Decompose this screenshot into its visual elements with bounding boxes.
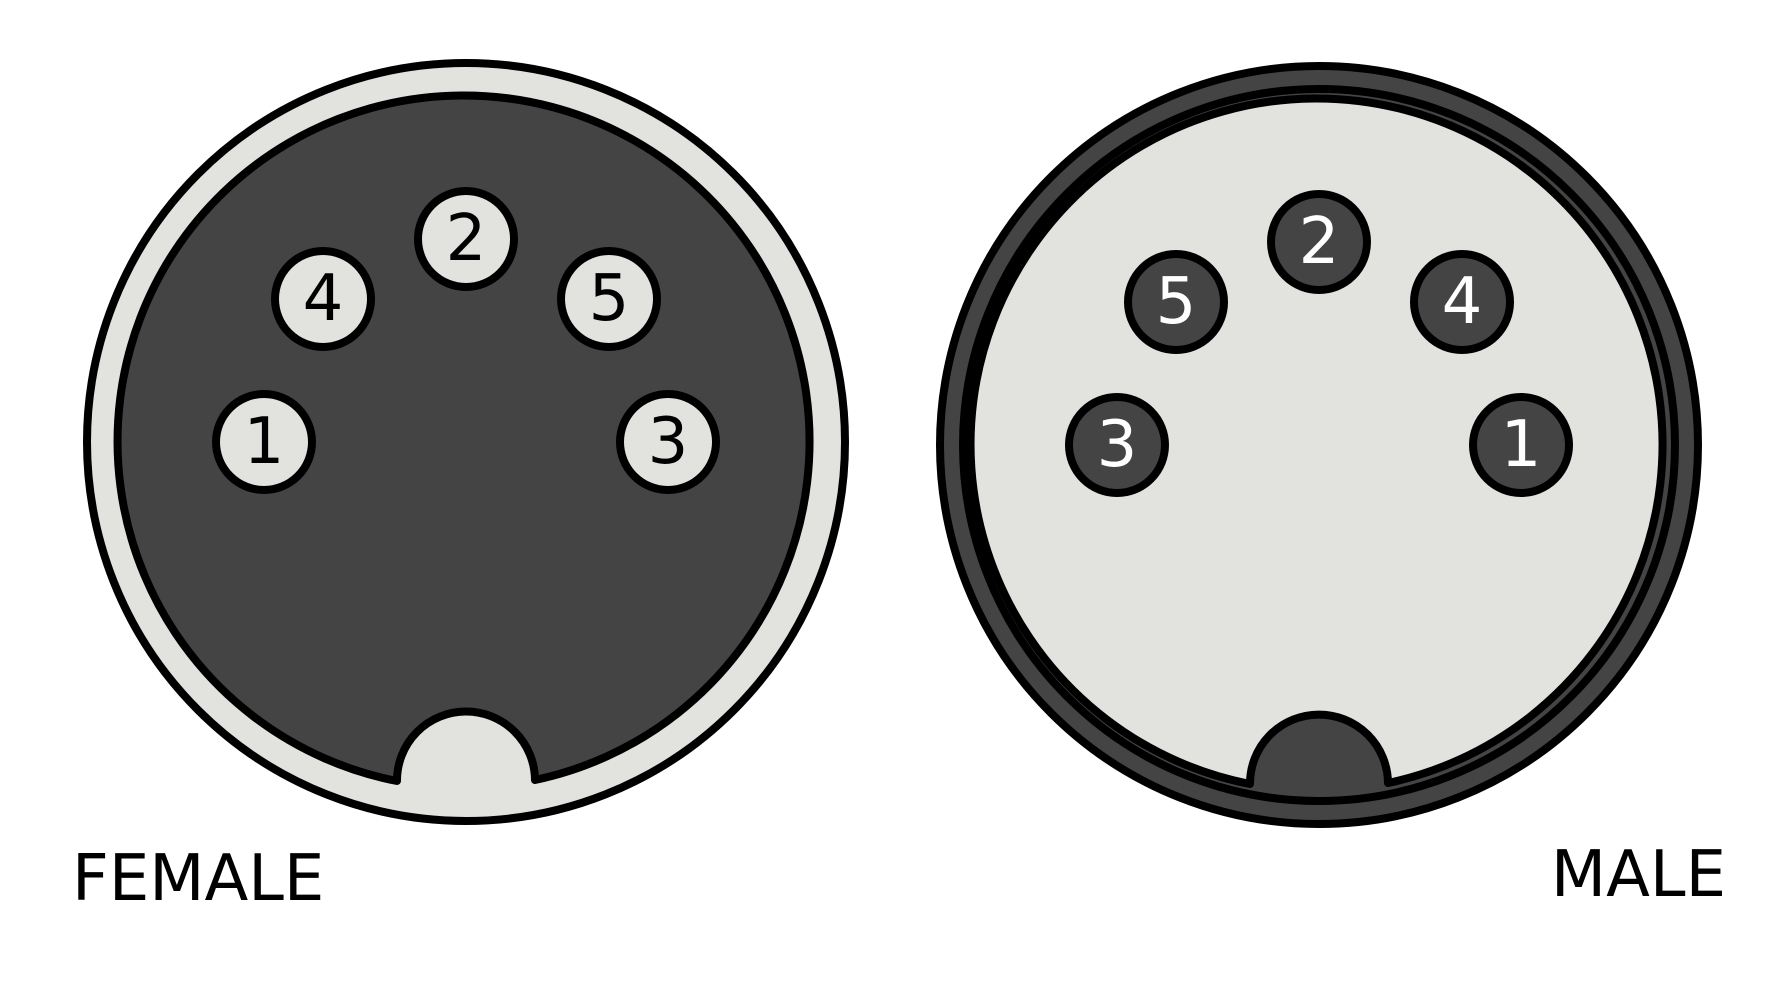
female-pin-2-label: 2 [446, 202, 487, 276]
male-connector: 3 2 1 5 4 [936, 62, 1702, 828]
female-pin-2: 2 [414, 187, 518, 291]
female-caption: FEMALE [72, 842, 324, 916]
female-pin-1: 1 [212, 390, 316, 494]
female-pin-4-label: 4 [303, 262, 344, 336]
male-pin-1-label: 1 [1501, 408, 1542, 482]
male-pin-3-label: 3 [1097, 408, 1138, 482]
female-connector: 1 2 3 4 5 [83, 59, 849, 825]
male-pin-4-label: 4 [1442, 265, 1483, 339]
female-pin-5: 5 [557, 247, 661, 351]
female-pin-3-label: 3 [648, 405, 689, 479]
female-pin-3: 3 [616, 390, 720, 494]
female-pin-1-label: 1 [244, 405, 285, 479]
male-pin-2: 2 [1267, 190, 1371, 294]
male-pin-5-label: 5 [1156, 265, 1197, 339]
male-pin-1: 1 [1469, 393, 1573, 497]
female-pin-4: 4 [271, 247, 375, 351]
male-ring-inner-line [959, 85, 1679, 805]
male-pin-4: 4 [1410, 250, 1514, 354]
male-caption: MALE [1551, 838, 1726, 912]
male-pin-3: 3 [1065, 393, 1169, 497]
female-pin-5-label: 5 [589, 262, 630, 336]
male-pin-5: 5 [1124, 250, 1228, 354]
male-pin-2-label: 2 [1299, 205, 1340, 279]
